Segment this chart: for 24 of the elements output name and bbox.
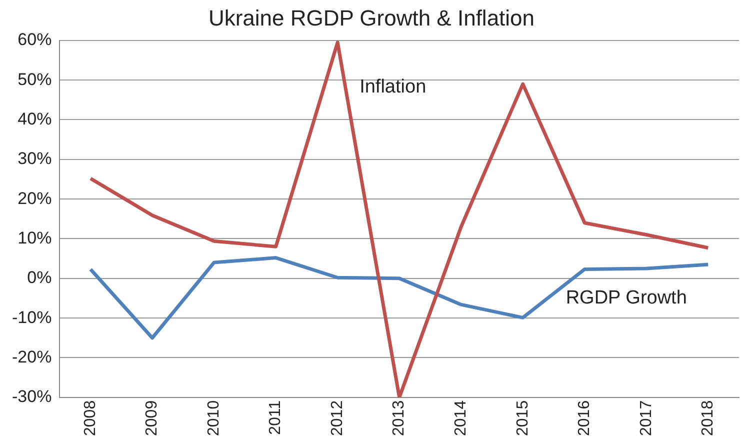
x-tick-label: 2008 — [82, 400, 99, 436]
x-tick-label: 2009 — [144, 400, 161, 436]
x-tick-label: 2010 — [205, 400, 222, 436]
y-tick-label: 30% — [18, 149, 52, 168]
y-tick-label: 10% — [18, 228, 52, 248]
x-tick-label: 2015 — [514, 400, 532, 436]
x-tick-label: 2012 — [328, 400, 346, 436]
y-tick-label: -30% — [12, 387, 52, 406]
chart-title: Ukraine RGDP Growth & Inflation — [208, 5, 535, 30]
series-label: Inflation — [360, 76, 426, 98]
y-tick-label: 60% — [18, 30, 52, 50]
y-tick-label: 20% — [18, 188, 52, 208]
series-label: RGDP Growth — [566, 288, 687, 309]
x-tick-label: 2014 — [452, 400, 470, 436]
x-tick-label: 2016 — [576, 400, 594, 436]
y-tick-label: 40% — [18, 109, 52, 128]
x-tick-label: 2018 — [700, 400, 717, 436]
y-tick-label: 0% — [27, 268, 52, 288]
x-tick-label: 2013 — [390, 400, 408, 436]
y-tick-label: -10% — [12, 308, 52, 327]
x-tick-label: 2017 — [638, 400, 655, 436]
x-tick-label: 2011 — [267, 400, 284, 435]
y-tick-label: -20% — [12, 347, 52, 366]
y-tick-label: 50% — [18, 70, 52, 89]
